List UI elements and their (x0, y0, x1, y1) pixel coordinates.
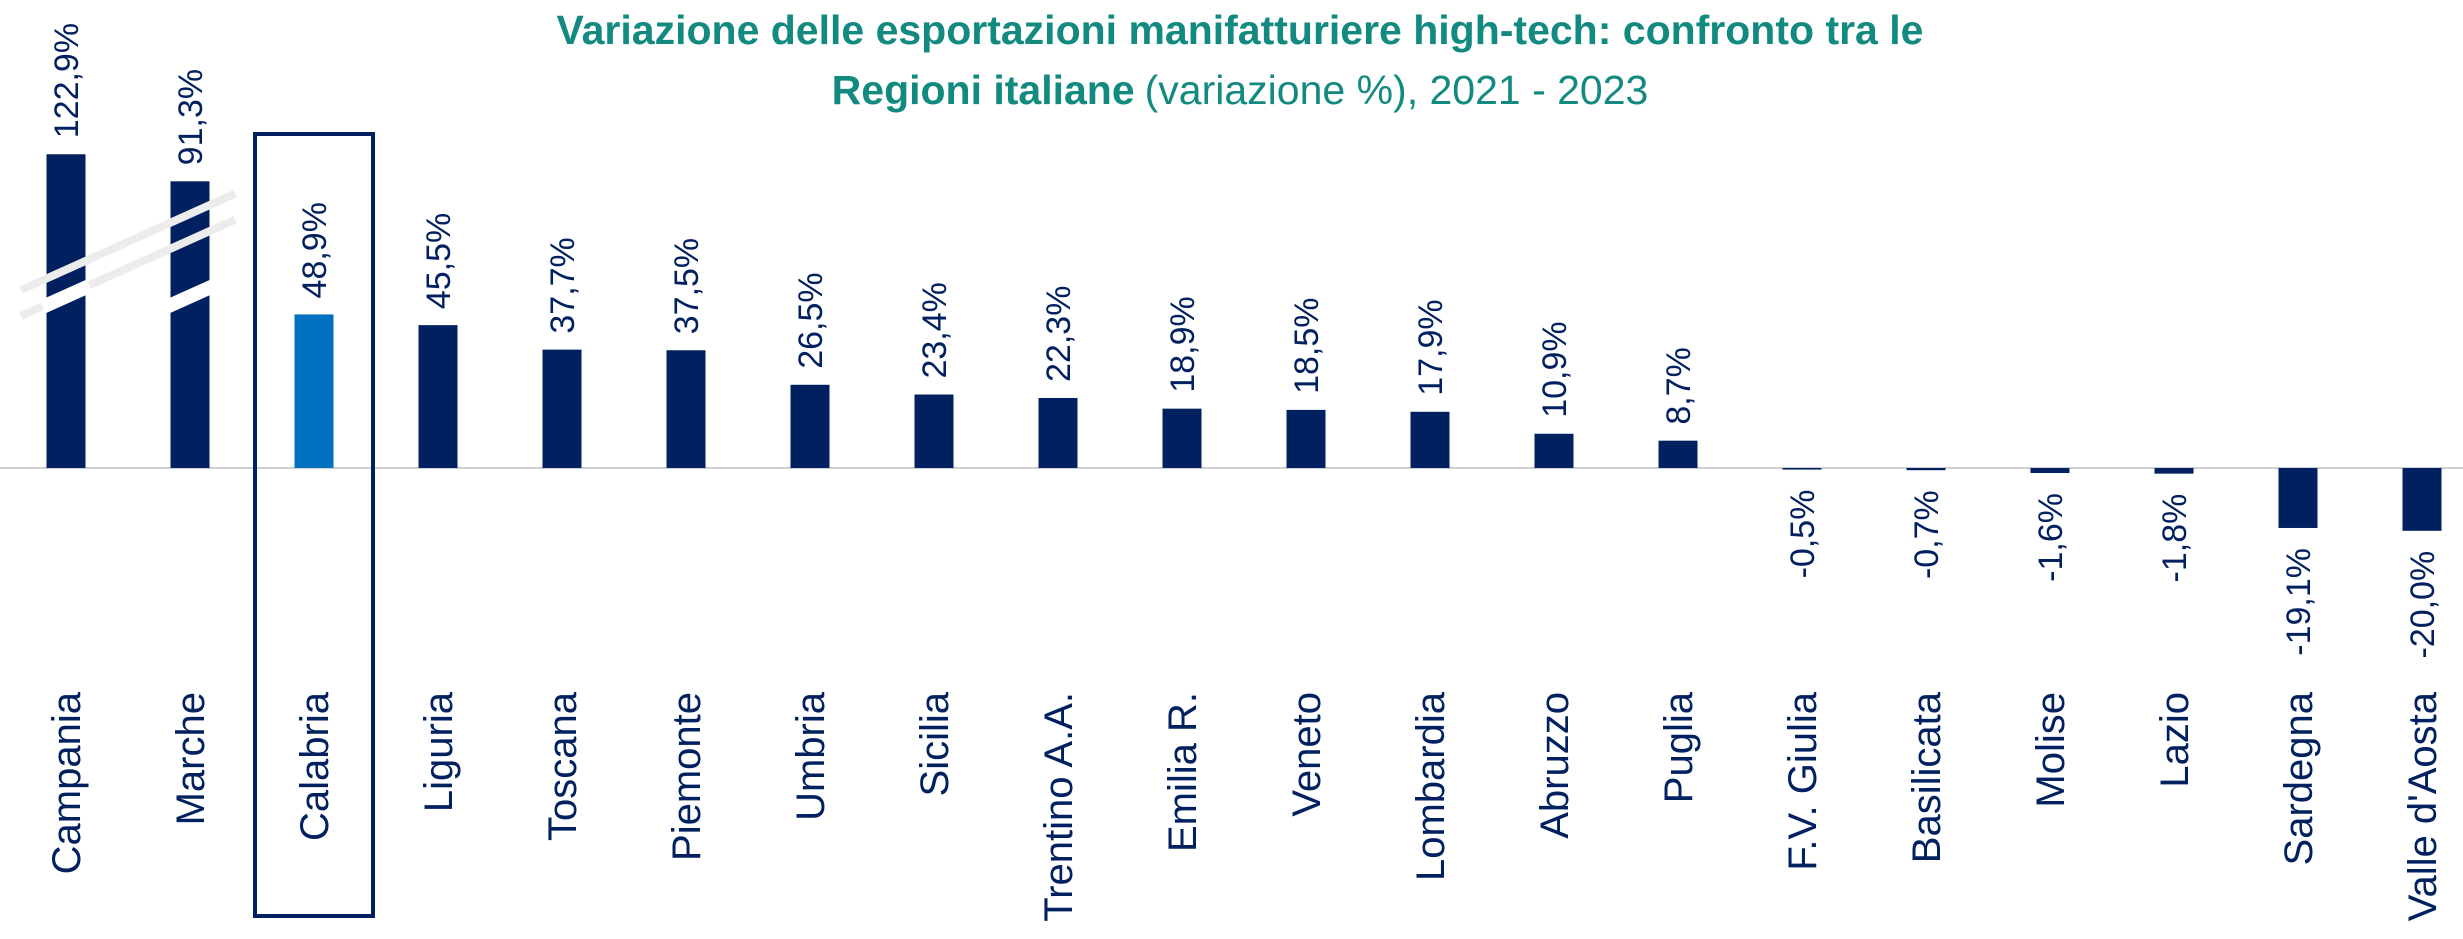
chart-title-line: Regioni italiane (variazione %), 2021 - 2… (832, 67, 1649, 113)
value-label: 18,9% (1164, 296, 1202, 392)
value-label: 26,5% (792, 272, 830, 368)
value-label: 48,9% (296, 202, 334, 298)
x-tick-label: Abruzzo (1533, 692, 1577, 839)
value-label: -20,0% (2404, 551, 2442, 659)
chart-title: Variazione delle esportazioni manifattur… (557, 7, 1924, 53)
bar (170, 181, 210, 468)
value-label: 10,9% (1536, 321, 1574, 417)
value-label: 23,4% (916, 282, 954, 378)
value-label: -1,8% (2156, 494, 2194, 583)
x-tick-label: F.V. Giulia (1781, 691, 1825, 870)
value-label: 17,9% (1412, 299, 1450, 395)
x-tick-label: Valle d'Aosta (2401, 691, 2445, 921)
bar (2030, 468, 2070, 474)
chart-subtitle: (variazione %), 2021 - 2023 (1145, 67, 1649, 113)
axis-break-gap (163, 279, 217, 314)
x-tick-label: Puglia (1657, 691, 1701, 803)
x-tick-label: Molise (2029, 692, 2073, 808)
bar (1906, 468, 1946, 471)
bar (418, 325, 458, 468)
x-tick-label: Campania (45, 691, 89, 874)
value-label: 37,7% (544, 237, 582, 333)
value-label: 45,5% (420, 213, 458, 309)
value-label: 8,7% (1660, 347, 1698, 425)
bar (1410, 411, 1450, 468)
bar (1658, 440, 1698, 468)
bar (666, 350, 706, 468)
x-tick-label: Sardegna (2277, 691, 2321, 865)
x-tick-label: Lazio (2153, 692, 2197, 788)
bar (2278, 468, 2318, 528)
value-label: 22,3% (1040, 286, 1078, 382)
value-label: -0,5% (1784, 490, 1822, 579)
x-tick-label: Trentino A.A. (1037, 692, 1081, 922)
x-tick-label: Marche (169, 692, 213, 825)
bar (2154, 468, 2194, 474)
x-tick-label: Liguria (417, 691, 461, 812)
x-tick-label: Umbria (789, 691, 833, 821)
bar (1534, 433, 1574, 468)
axis-break (19, 190, 237, 294)
x-tick-label: Sicilia (913, 691, 957, 796)
bar (1782, 468, 1822, 470)
bar (294, 314, 334, 468)
x-tick-label: Emilia R. (1161, 692, 1205, 852)
x-tick-label: Calabria (293, 691, 337, 841)
x-tick-label: Toscana (541, 691, 585, 841)
bar (46, 154, 86, 468)
bar (1038, 397, 1078, 468)
bar (2402, 468, 2442, 531)
x-tick-label: Lombardia (1409, 691, 1453, 881)
bar (914, 394, 954, 468)
chart-title: Regioni italiane (832, 67, 1135, 113)
axis-break-gap (39, 279, 93, 314)
highlight-box (253, 132, 375, 918)
x-tick-label: Veneto (1285, 692, 1329, 817)
x-tick-label: Piemonte (665, 692, 709, 861)
bar (1286, 409, 1326, 468)
bar (1162, 408, 1202, 468)
value-label: 122,9% (48, 23, 86, 138)
bar (790, 384, 830, 468)
value-label: 37,5% (668, 238, 706, 334)
x-tick-label: Basilicata (1905, 691, 1949, 863)
value-label: -0,7% (1908, 490, 1946, 579)
value-label: 91,3% (172, 69, 210, 165)
bar (542, 349, 582, 468)
value-label: -19,1% (2280, 548, 2318, 656)
value-label: 18,5% (1288, 298, 1326, 394)
value-label: -1,6% (2032, 493, 2070, 582)
